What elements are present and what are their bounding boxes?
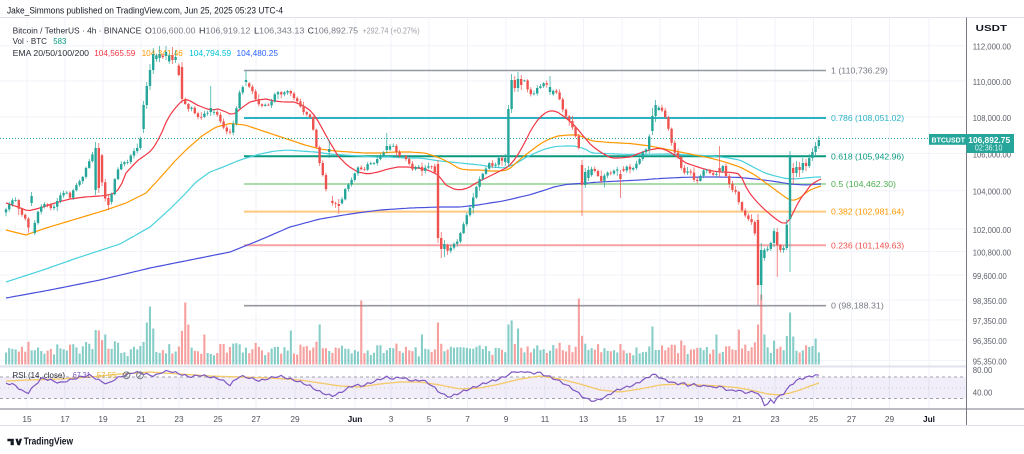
svg-text:29: 29 [290, 414, 300, 424]
svg-text:100,800.00: 100,800.00 [973, 248, 1012, 258]
svg-text:15: 15 [22, 414, 32, 424]
svg-text:0.5 (104,462.30): 0.5 (104,462.30) [831, 179, 896, 189]
svg-text:19: 19 [694, 414, 704, 424]
svg-text:C106,892.75: C106,892.75 [308, 25, 359, 35]
svg-text:104,341.46: 104,341.46 [142, 48, 184, 58]
svg-text:Jun: Jun [348, 414, 363, 424]
svg-text:5: 5 [427, 414, 432, 424]
svg-text:67.31: 67.31 [73, 370, 91, 380]
svg-text:25: 25 [809, 414, 819, 424]
svg-text:25: 25 [213, 414, 223, 424]
svg-text:27: 27 [847, 414, 857, 424]
svg-text:583: 583 [53, 36, 66, 46]
svg-text:13: 13 [579, 414, 589, 424]
svg-text:95,350.00: 95,350.00 [973, 356, 1007, 366]
svg-text:106,892.75: 106,892.75 [968, 135, 1010, 145]
svg-text:15: 15 [617, 414, 627, 424]
svg-text:Jake_Simmons published on Trad: Jake_Simmons published on TradingView.co… [7, 6, 283, 17]
svg-text:11: 11 [541, 414, 550, 424]
svg-text:BTCUSDT: BTCUSDT [932, 135, 966, 144]
svg-text:98,350.00: 98,350.00 [973, 296, 1007, 306]
svg-text:104,480.25: 104,480.25 [237, 48, 279, 58]
svg-text:99,600.00: 99,600.00 [973, 271, 1007, 281]
svg-text:Jul: Jul [923, 414, 935, 424]
svg-text:1 (110,736.29): 1 (110,736.29) [831, 66, 888, 76]
svg-text:40.00: 40.00 [973, 388, 993, 398]
svg-text:108,000.00: 108,000.00 [973, 113, 1012, 123]
svg-text:0.618 (105,942.96): 0.618 (105,942.96) [831, 151, 904, 161]
svg-text:9: 9 [504, 414, 509, 424]
svg-text:23: 23 [174, 414, 184, 424]
svg-text:102,000.00: 102,000.00 [973, 225, 1012, 235]
svg-text:27: 27 [251, 414, 261, 424]
svg-text:3: 3 [389, 414, 394, 424]
svg-text:104,000.00: 104,000.00 [973, 187, 1012, 197]
svg-text:0 (98,188.31): 0 (98,188.31) [831, 301, 884, 311]
svg-text:23: 23 [770, 414, 780, 424]
svg-text:02:36:10: 02:36:10 [975, 144, 1003, 153]
svg-text:21: 21 [732, 414, 742, 424]
svg-text:H106,919.12: H106,919.12 [199, 25, 251, 35]
svg-text:0.786 (108,051.02): 0.786 (108,051.02) [831, 113, 904, 123]
svg-text:96,350.00: 96,350.00 [973, 336, 1007, 346]
svg-text:L106,343.13: L106,343.13 [254, 25, 305, 35]
svg-text:0.236 (101,149.63): 0.236 (101,149.63) [831, 240, 904, 250]
svg-text:17: 17 [60, 414, 70, 424]
svg-text:106,000.00: 106,000.00 [973, 149, 1012, 159]
svg-text:104,794.59: 104,794.59 [189, 48, 231, 58]
svg-text:112,000.00: 112,000.00 [973, 42, 1012, 52]
svg-text:29: 29 [885, 414, 895, 424]
svg-text:Bitcoin / TetherUS · 4h · BINA: Bitcoin / TetherUS · 4h · BINANCE [13, 25, 142, 35]
svg-text:57.55: 57.55 [97, 370, 117, 380]
svg-text:104,565.59: 104,565.59 [94, 48, 136, 58]
svg-text:O106,600.00: O106,600.00 [145, 25, 196, 35]
svg-text:19: 19 [98, 414, 108, 424]
svg-text:97,350.00: 97,350.00 [973, 316, 1007, 326]
svg-text:+292.74 (+0.27%): +292.74 (+0.27%) [363, 25, 420, 35]
svg-text:EMA 20/50/100/200: EMA 20/50/100/200 [13, 48, 90, 58]
svg-text:80.00: 80.00 [973, 365, 993, 375]
svg-text:0.382 (102,981.64): 0.382 (102,981.64) [831, 207, 904, 217]
svg-text:USDT: USDT [976, 23, 1008, 33]
svg-text:21: 21 [136, 414, 146, 424]
svg-text:TradingView: TradingView [24, 437, 73, 448]
svg-text:7: 7 [465, 414, 470, 424]
svg-text:110,000.00: 110,000.00 [973, 77, 1012, 87]
svg-text:17: 17 [655, 414, 665, 424]
svg-text:RSI (14, close): RSI (14, close) [13, 370, 66, 380]
svg-text:Vol · BTC: Vol · BTC [13, 36, 47, 46]
